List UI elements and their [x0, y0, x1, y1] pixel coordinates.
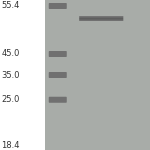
FancyBboxPatch shape: [49, 51, 67, 57]
Bar: [78, 22, 124, 23]
FancyBboxPatch shape: [49, 3, 67, 9]
Text: 25.0: 25.0: [2, 95, 20, 104]
Text: 55.4: 55.4: [2, 2, 20, 10]
FancyBboxPatch shape: [49, 72, 67, 78]
Bar: [78, 18, 124, 19]
Bar: [78, 21, 124, 22]
Bar: [78, 16, 124, 17]
Bar: [78, 19, 124, 20]
FancyBboxPatch shape: [49, 97, 67, 103]
Bar: [78, 20, 124, 21]
Bar: [78, 14, 124, 15]
Bar: [78, 17, 124, 18]
Bar: [45, 0, 150, 150]
Text: 18.4: 18.4: [2, 141, 20, 150]
FancyBboxPatch shape: [77, 14, 125, 16]
Bar: [78, 23, 124, 24]
Text: 35.0: 35.0: [2, 70, 20, 80]
Text: 45.0: 45.0: [2, 50, 20, 58]
Bar: [78, 15, 124, 16]
FancyBboxPatch shape: [77, 21, 125, 24]
